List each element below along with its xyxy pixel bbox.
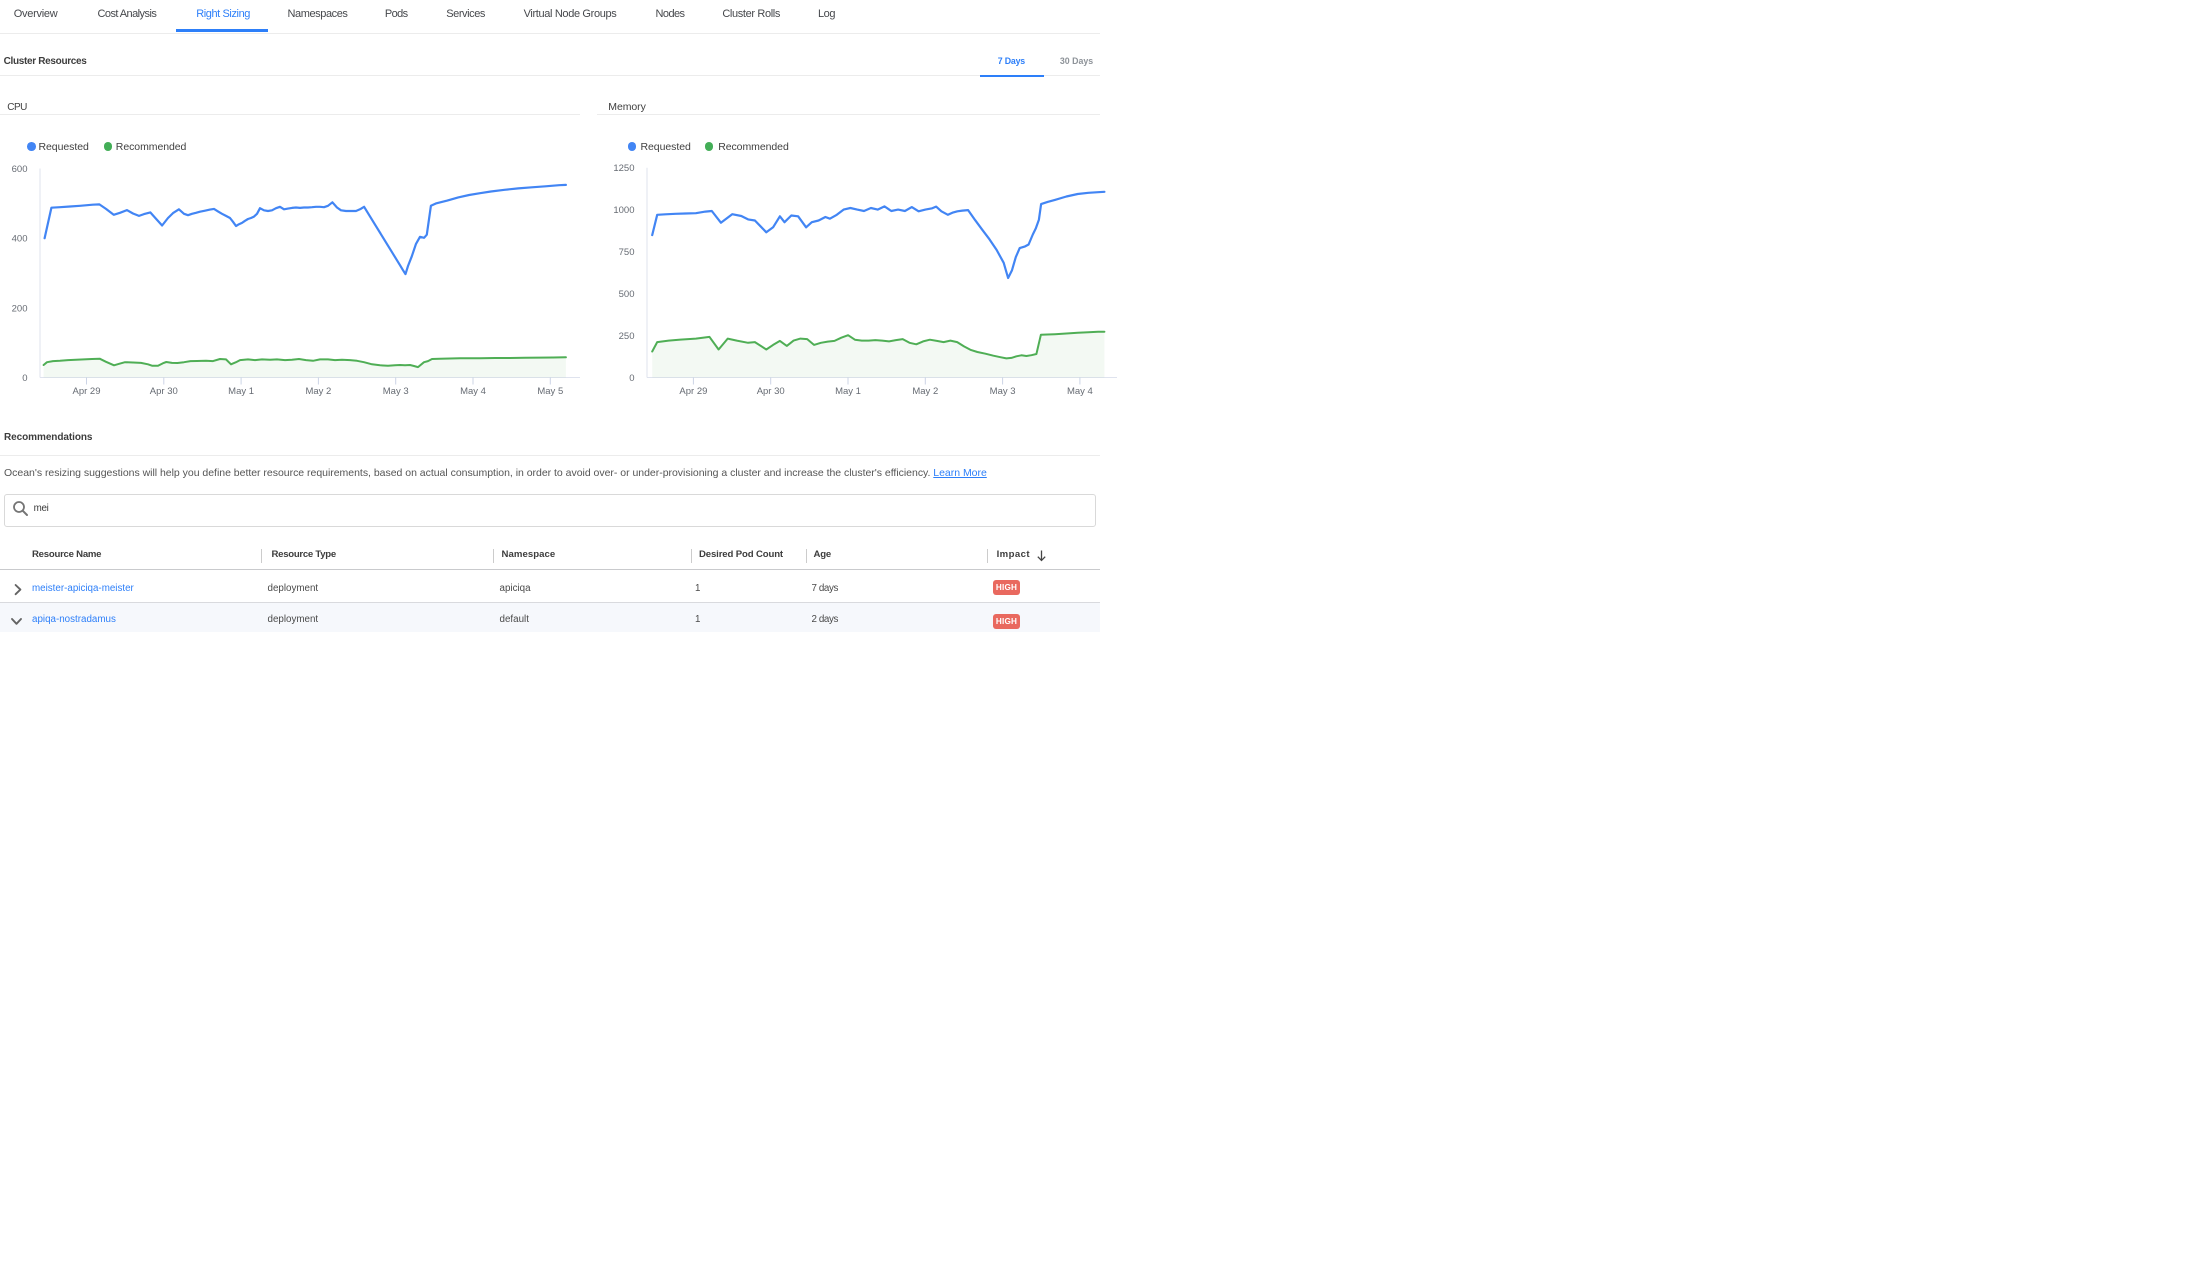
svg-text:1000: 1000: [613, 205, 634, 216]
svg-text:400: 400: [12, 234, 28, 245]
svg-text:Apr 29: Apr 29: [73, 386, 101, 397]
svg-text:May 2: May 2: [912, 386, 938, 397]
svg-text:600: 600: [12, 164, 28, 175]
svg-text:250: 250: [618, 331, 634, 342]
svg-text:May 1: May 1: [228, 386, 254, 397]
svg-text:0: 0: [629, 373, 634, 384]
svg-text:Apr 29: Apr 29: [679, 386, 707, 397]
svg-text:500: 500: [618, 289, 634, 300]
svg-text:May 5: May 5: [537, 386, 563, 397]
svg-text:Apr 30: Apr 30: [150, 386, 178, 397]
svg-text:May 3: May 3: [383, 386, 409, 397]
svg-text:1250: 1250: [613, 163, 634, 174]
svg-text:May 4: May 4: [460, 386, 486, 397]
svg-text:May 4: May 4: [1067, 386, 1093, 397]
svg-text:May 1: May 1: [835, 386, 861, 397]
svg-text:May 2: May 2: [305, 386, 331, 397]
svg-text:200: 200: [12, 303, 28, 314]
svg-text:May 3: May 3: [989, 386, 1015, 397]
svg-text:Apr 30: Apr 30: [756, 386, 784, 397]
svg-text:0: 0: [22, 373, 27, 384]
svg-text:750: 750: [618, 247, 634, 258]
